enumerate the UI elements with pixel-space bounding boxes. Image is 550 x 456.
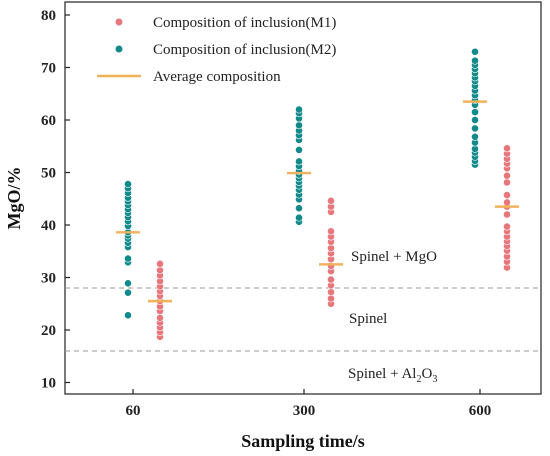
point-m2-300-17 bbox=[295, 121, 303, 130]
y-tick-label-40: 40 bbox=[41, 218, 56, 234]
y-tick-label-30: 30 bbox=[41, 271, 56, 287]
point-m2-60-4 bbox=[124, 254, 132, 263]
point-m2-600-21 bbox=[471, 47, 479, 56]
point-m1-600-19 bbox=[503, 144, 511, 153]
y-tick-label-80: 80 bbox=[41, 8, 56, 24]
point-m2-300-13 bbox=[295, 146, 303, 154]
legend: Composition of inclusion(M1) Composition … bbox=[97, 15, 336, 85]
point-m2-60-1 bbox=[124, 288, 132, 297]
region-label-spinel-al2o3-mid: O bbox=[421, 366, 432, 382]
x-tick-label-600: 600 bbox=[469, 403, 492, 419]
plot-area-frame bbox=[64, 1, 542, 395]
region-label-spinel-mgo: Spinel + MgO bbox=[351, 249, 437, 265]
y-tick-label-70: 70 bbox=[41, 61, 56, 77]
point-m1-600-13 bbox=[503, 178, 511, 187]
point-m1-600-9 bbox=[503, 210, 511, 219]
point-m2-60-20 bbox=[124, 180, 132, 188]
average-markers bbox=[116, 100, 519, 303]
point-m2-60-0 bbox=[124, 311, 132, 320]
point-m1-300-12 bbox=[327, 227, 335, 236]
x-tick-label-60: 60 bbox=[126, 403, 141, 419]
legend-item-2-label: Average composition bbox=[153, 69, 281, 85]
y-axis: 10 20 30 40 50 60 70 80 bbox=[41, 8, 70, 392]
y-tick-label-50: 50 bbox=[41, 166, 56, 182]
point-m1-60-4 bbox=[156, 314, 164, 322]
x-tick-label-300: 300 bbox=[293, 403, 316, 419]
legend-item-1-marker bbox=[114, 44, 124, 54]
point-m1-60-14 bbox=[156, 259, 164, 268]
point-m2-600-9 bbox=[471, 108, 479, 117]
point-m1-300-2 bbox=[327, 288, 335, 297]
point-m1-300-15 bbox=[327, 196, 335, 205]
point-m2-600-6 bbox=[471, 132, 479, 141]
legend-item-0-label: Composition of inclusion(M1) bbox=[153, 15, 336, 31]
data-points bbox=[124, 47, 511, 341]
point-m2-600-8 bbox=[471, 116, 479, 124]
y-tick-label-10: 10 bbox=[41, 376, 56, 392]
point-m2-600-7 bbox=[471, 124, 479, 133]
point-m1-600-14 bbox=[503, 171, 511, 180]
point-m2-300-20 bbox=[295, 105, 303, 114]
point-m2-300-2 bbox=[295, 204, 303, 213]
y-axis-title: MgO/% bbox=[4, 167, 24, 230]
region-label-spinel-al2o3-sub1: 2 bbox=[416, 374, 421, 385]
point-m2-300-12 bbox=[295, 157, 303, 166]
point-m1-600-8 bbox=[503, 222, 511, 231]
reference-lines bbox=[65, 287, 541, 352]
region-label-spinel: Spinel bbox=[349, 311, 387, 327]
point-m2-600-20 bbox=[471, 56, 479, 65]
legend-item-0-marker bbox=[114, 17, 124, 27]
region-label-spinel-al2o3: Spinel + Al2O3 bbox=[348, 366, 437, 385]
x-axis-title: Sampling time/s bbox=[241, 431, 365, 451]
point-m1-300-4 bbox=[327, 275, 335, 284]
point-m2-300-1 bbox=[295, 213, 303, 222]
y-tick-label-60: 60 bbox=[41, 113, 56, 129]
point-m1-600-11 bbox=[503, 198, 511, 207]
y-tick-label-20: 20 bbox=[41, 323, 56, 339]
region-label-spinel-al2o3-sub2: 3 bbox=[432, 374, 437, 385]
point-m1-600-12 bbox=[503, 191, 511, 199]
point-m2-60-2 bbox=[124, 279, 132, 288]
x-axis: 60 300 600 bbox=[126, 389, 492, 419]
legend-item-1-label: Composition of inclusion(M2) bbox=[153, 42, 336, 58]
region-label-spinel-al2o3-prefix: Spinel + Al bbox=[348, 366, 416, 382]
